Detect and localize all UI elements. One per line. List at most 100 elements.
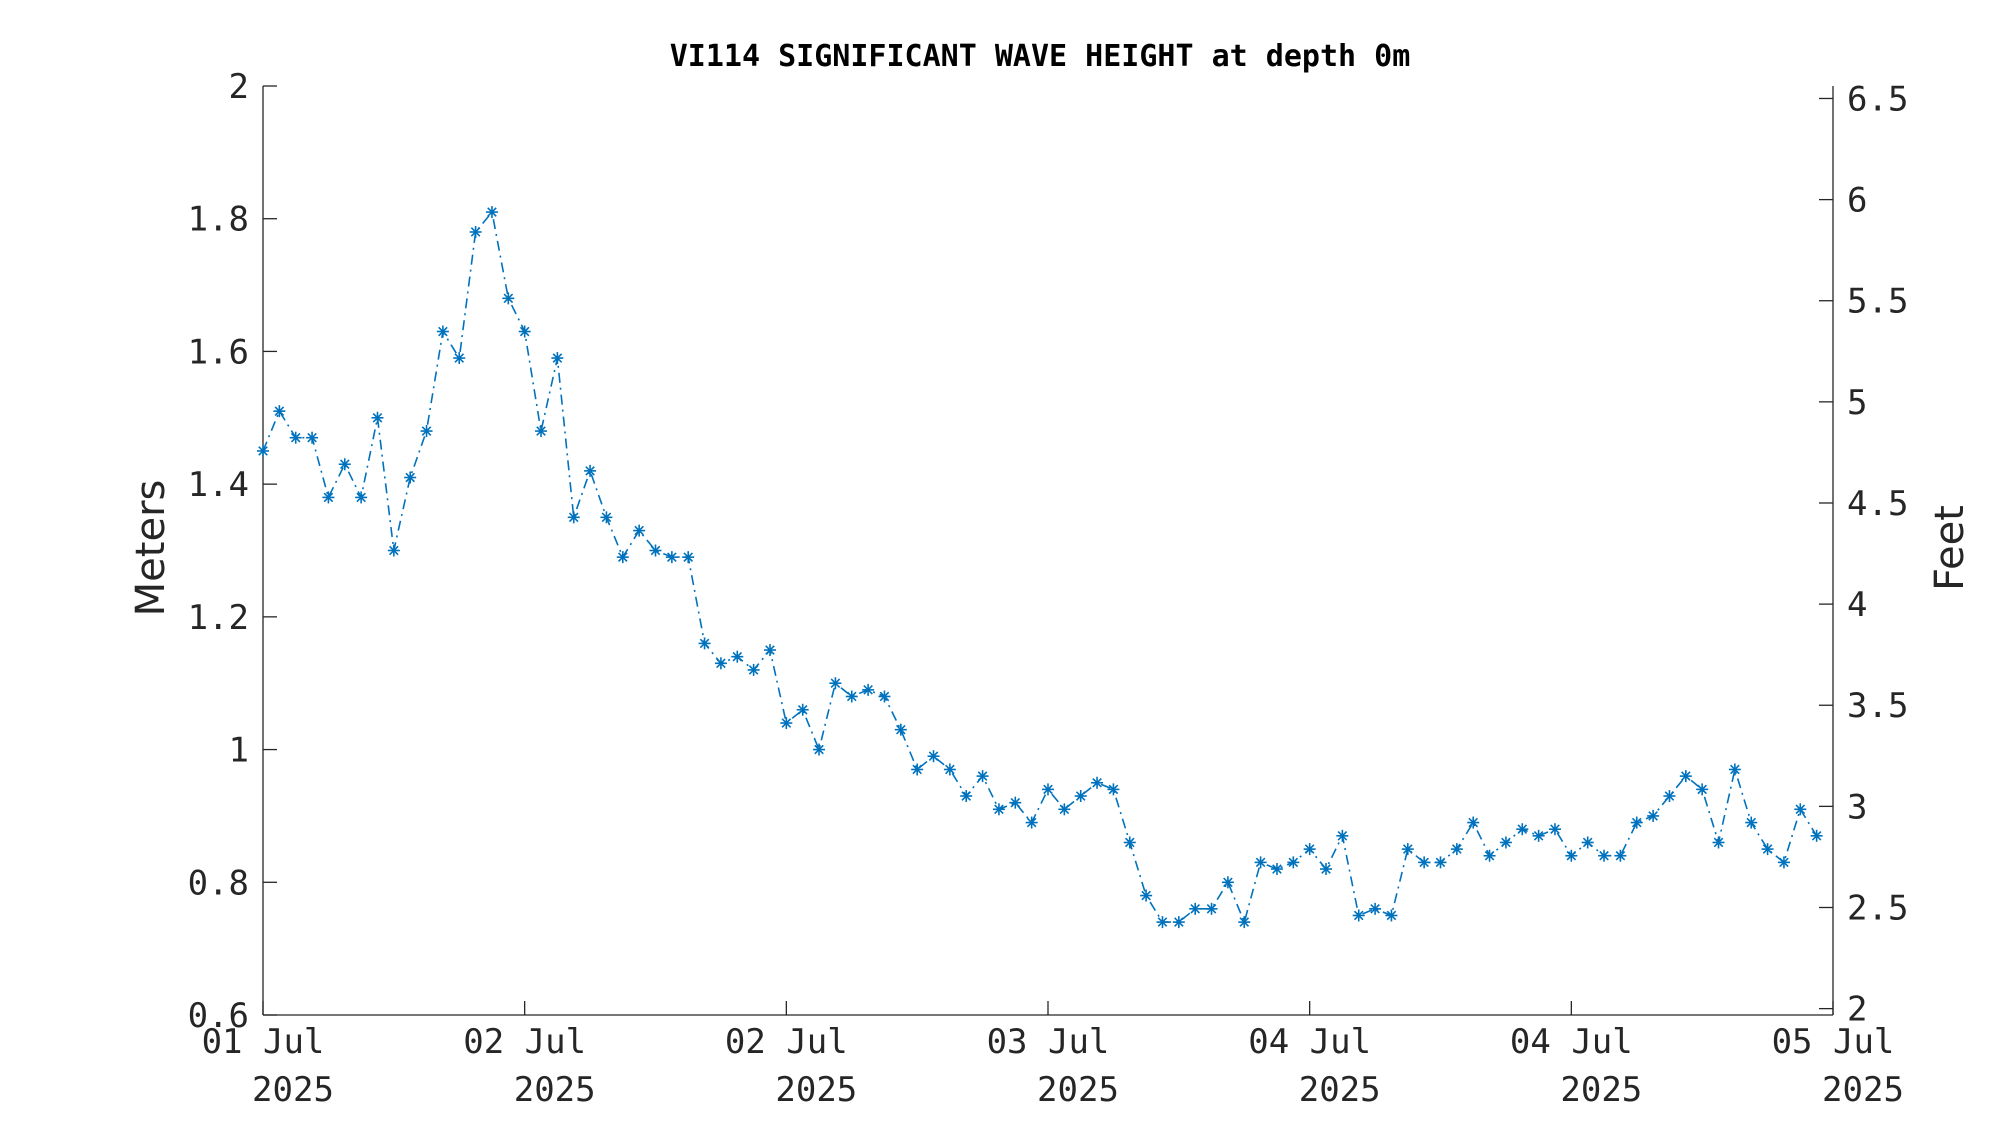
- data-point: [1548, 823, 1561, 836]
- data-point: [665, 551, 678, 564]
- data-point: [1270, 863, 1283, 876]
- data-point: [1156, 916, 1169, 929]
- data-point: [1058, 803, 1071, 816]
- data-point: [1630, 816, 1643, 829]
- x-tick-label: 02 Jul: [725, 1022, 848, 1062]
- data-point: [1614, 849, 1627, 862]
- x-tick-label: 04 Jul: [1248, 1022, 1371, 1062]
- right-y-axis-label: Feet: [1927, 505, 1973, 591]
- data-point: [763, 644, 776, 657]
- data-point: [387, 544, 400, 557]
- data-point: [649, 544, 662, 557]
- data-point: [453, 352, 466, 365]
- x-tick-label-year: 2025: [1299, 1070, 1381, 1110]
- data-point: [1712, 836, 1725, 849]
- data-point: [714, 657, 727, 670]
- data-point: [1777, 856, 1790, 869]
- data-point: [960, 790, 973, 803]
- data-point: [1810, 829, 1823, 842]
- data-point: [273, 405, 286, 418]
- data-point: [1598, 849, 1611, 862]
- x-tick-label-year: 2025: [775, 1070, 857, 1110]
- right-y-axis-ticks: 2 2.5 3 3.5 4 4.5 5 5.5 6 6.5: [1819, 79, 1908, 1030]
- data-point: [698, 637, 711, 650]
- x-tick-label: 01 Jul: [202, 1022, 325, 1062]
- data-point: [551, 352, 564, 365]
- data-point: [338, 458, 351, 471]
- data-point: [1123, 836, 1136, 849]
- data-point: [1745, 816, 1758, 829]
- data-point: [1172, 916, 1185, 929]
- data-point: [780, 717, 793, 730]
- data-point: [1042, 783, 1054, 796]
- left-y-tick-label: 1.4: [188, 465, 249, 505]
- data-point: [355, 491, 368, 504]
- data-point: [584, 464, 597, 477]
- data-point: [1025, 816, 1038, 829]
- left-y-tick-label: 1.6: [188, 332, 249, 372]
- x-tick-label: 03 Jul: [987, 1022, 1110, 1062]
- data-point: [502, 292, 515, 305]
- data-point: [1483, 849, 1496, 862]
- right-y-tick-label: 4: [1847, 585, 1867, 625]
- data-point: [1663, 790, 1676, 803]
- right-y-tick-label: 6: [1847, 181, 1867, 221]
- left-y-tick-label: 1.2: [188, 598, 249, 638]
- data-point: [404, 471, 417, 484]
- data-point: [1369, 902, 1382, 915]
- data-point: [420, 425, 433, 438]
- data-point: [257, 444, 269, 457]
- left-y-tick-label: 1: [229, 731, 249, 771]
- left-y-tick-label: 0.6: [188, 996, 249, 1036]
- data-point: [322, 491, 335, 504]
- data-point: [813, 743, 826, 756]
- x-tick-label-year: 2025: [1560, 1070, 1642, 1110]
- data-point: [289, 431, 302, 444]
- data-point: [518, 325, 531, 338]
- left-y-axis-label: Meters: [128, 480, 174, 617]
- data-point: [1303, 843, 1316, 856]
- right-y-tick-label: 6.5: [1847, 79, 1908, 119]
- data-point: [306, 431, 319, 444]
- data-point: [1074, 790, 1087, 803]
- data-point: [862, 683, 875, 696]
- data-point: [600, 511, 613, 524]
- data-point: [1189, 902, 1202, 915]
- left-y-axis-ticks: 0.6 0.8 1 1.2 1.4 1.6 1.8 2: [188, 67, 277, 1036]
- data-point: [1565, 849, 1578, 862]
- x-tick-label-year: 2025: [1822, 1070, 1904, 1110]
- x-tick-label: 04 Jul: [1510, 1022, 1633, 1062]
- left-y-tick-label: 0.8: [188, 863, 249, 903]
- data-point: [747, 663, 760, 676]
- data-point: [1679, 770, 1692, 783]
- data-point: [1418, 856, 1431, 869]
- right-y-tick-label: 3: [1847, 787, 1867, 827]
- left-y-tick-label: 2: [229, 67, 249, 107]
- x-tick-label: 05 Jul: [1772, 1022, 1895, 1062]
- series-line: [262, 210, 1818, 925]
- x-tick-label: 02 Jul: [463, 1022, 586, 1062]
- data-point: [845, 690, 858, 703]
- data-point: [1009, 796, 1022, 809]
- data-point: [469, 225, 482, 238]
- data-point: [1532, 829, 1545, 842]
- data-point: [1499, 836, 1512, 849]
- data-point: [1581, 836, 1594, 849]
- right-y-tick-label: 2: [1847, 990, 1867, 1030]
- data-point: [731, 650, 744, 663]
- data-point: [1401, 843, 1414, 856]
- x-tick-label-year: 2025: [514, 1070, 596, 1110]
- data-point: [1320, 863, 1333, 876]
- right-y-tick-label: 4.5: [1847, 484, 1908, 524]
- data-point: [1696, 783, 1709, 796]
- data-point: [894, 723, 907, 736]
- data-point: [1385, 909, 1398, 922]
- data-point: [829, 677, 842, 690]
- data-point: [1254, 856, 1267, 869]
- data-point: [796, 703, 809, 716]
- data-point: [1352, 909, 1365, 922]
- data-point: [1647, 809, 1660, 822]
- data-point: [1794, 803, 1807, 816]
- data-point: [616, 551, 629, 564]
